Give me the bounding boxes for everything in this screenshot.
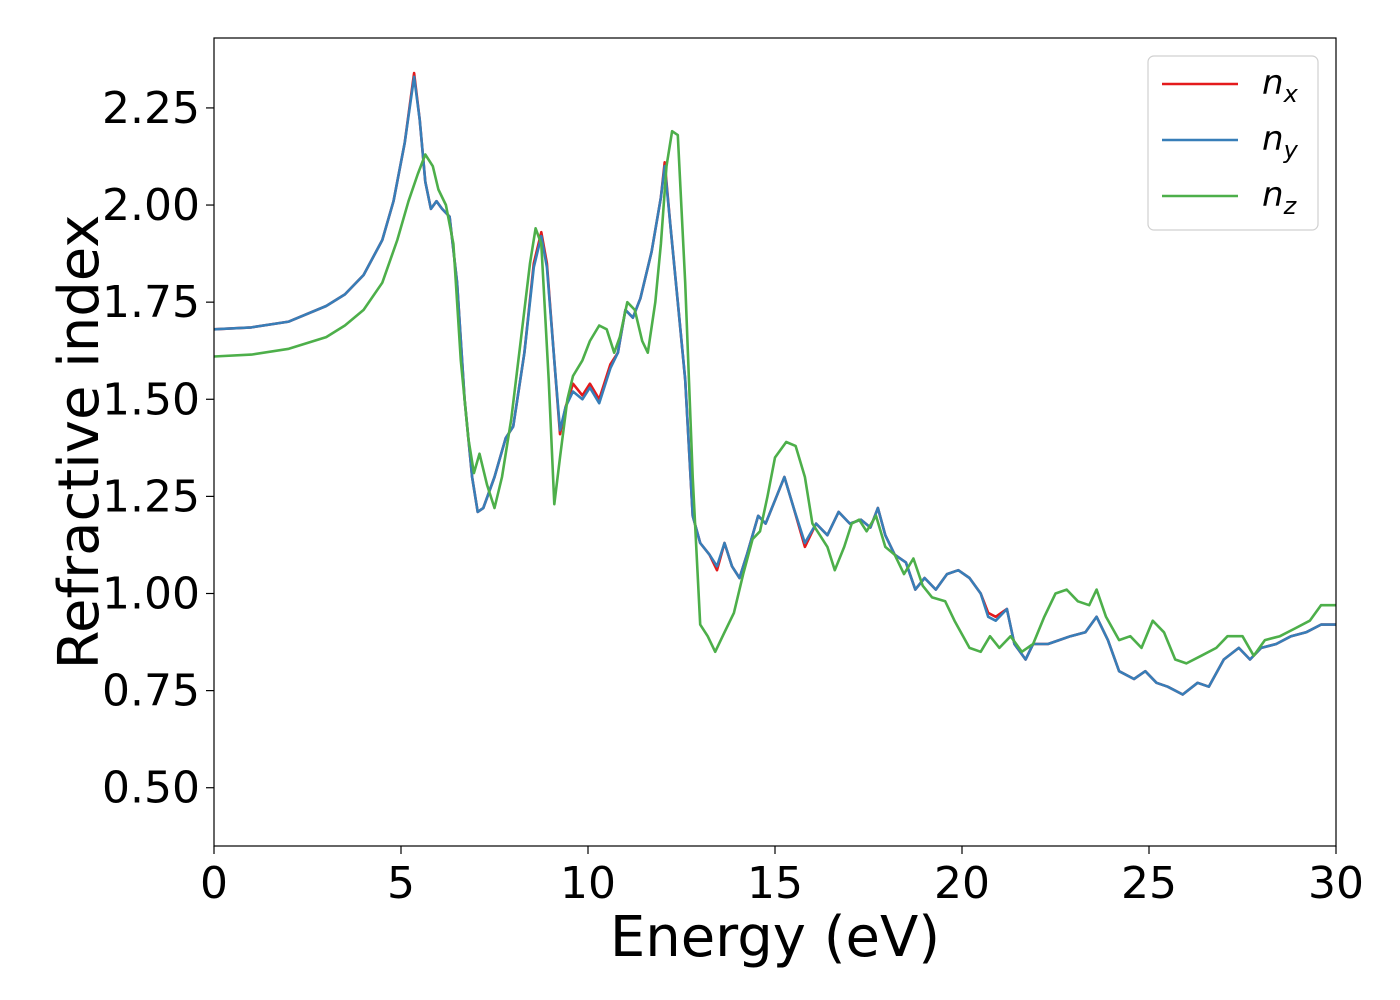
legend-box	[1147, 55, 1319, 231]
x-tick-label: 0	[200, 858, 228, 909]
y-tick-label: 1.00	[102, 569, 200, 620]
y-axis-ticks: 0.50 0.75 1.00 1.25 1.50 1.75 2.00 2.25	[102, 83, 214, 814]
x-tick-label: 5	[387, 858, 415, 909]
series-line-z	[213, 129, 1336, 665]
x-tick-label: 10	[560, 858, 616, 909]
y-tick-label: 1.50	[102, 374, 200, 425]
y-tick-label: 1.25	[102, 471, 200, 522]
series-layer	[213, 71, 1336, 696]
legend-label-z: nz	[1262, 175, 1298, 220]
x-tick-label: 15	[747, 858, 803, 909]
y-tick-label: 1.75	[102, 277, 200, 328]
x-axis-ticks: 0 5 10 15 20 25 30	[200, 846, 1364, 909]
y-tick-label: 2.00	[102, 180, 200, 231]
y-axis-label: Refractive index	[47, 215, 112, 670]
legend: nx ny nz	[1147, 55, 1319, 231]
legend-label-y: ny	[1262, 119, 1299, 164]
legend-label-x: nx	[1262, 63, 1299, 108]
y-tick-label: 0.75	[102, 666, 200, 717]
x-tick-label: 30	[1308, 858, 1364, 909]
x-axis-label: Energy (eV)	[610, 905, 940, 970]
y-tick-label: 2.25	[102, 83, 200, 134]
x-tick-label: 20	[934, 858, 990, 909]
y-tick-label: 0.50	[102, 763, 200, 814]
x-tick-label: 25	[1121, 858, 1177, 909]
